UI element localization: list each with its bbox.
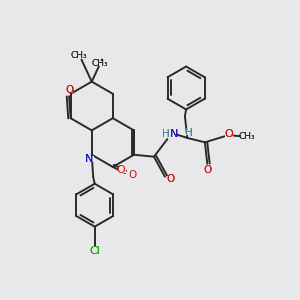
- Text: H: H: [162, 129, 170, 140]
- FancyBboxPatch shape: [85, 156, 94, 162]
- FancyBboxPatch shape: [225, 131, 232, 137]
- Text: N: N: [170, 129, 178, 140]
- Text: N: N: [85, 154, 94, 164]
- FancyBboxPatch shape: [162, 131, 169, 137]
- FancyBboxPatch shape: [118, 167, 126, 173]
- Text: O: O: [65, 85, 73, 95]
- Text: CH₃: CH₃: [238, 132, 255, 141]
- FancyBboxPatch shape: [65, 87, 73, 93]
- Text: H: H: [185, 128, 193, 138]
- Text: CH₃: CH₃: [92, 59, 108, 68]
- FancyBboxPatch shape: [203, 167, 211, 173]
- FancyBboxPatch shape: [94, 61, 105, 66]
- FancyBboxPatch shape: [170, 131, 177, 138]
- Text: O: O: [203, 165, 212, 175]
- Text: O: O: [203, 165, 212, 175]
- Text: H: H: [185, 128, 193, 138]
- Text: N: N: [85, 154, 94, 164]
- Text: O: O: [128, 169, 136, 179]
- Text: Cl: Cl: [89, 246, 100, 256]
- Text: O: O: [167, 174, 175, 184]
- Text: CH₃: CH₃: [238, 132, 255, 141]
- Text: O: O: [116, 165, 125, 175]
- Text: N: N: [170, 129, 178, 140]
- Text: CH₃: CH₃: [71, 51, 87, 60]
- FancyBboxPatch shape: [90, 248, 99, 254]
- FancyBboxPatch shape: [241, 134, 252, 139]
- Text: CH₃: CH₃: [92, 59, 108, 68]
- Text: H: H: [162, 129, 170, 140]
- Text: O: O: [224, 129, 233, 139]
- Text: O: O: [65, 85, 73, 95]
- FancyBboxPatch shape: [185, 130, 192, 135]
- Text: CH₃: CH₃: [71, 51, 87, 60]
- Text: O: O: [167, 174, 175, 184]
- Text: O: O: [224, 129, 233, 139]
- FancyBboxPatch shape: [74, 53, 85, 58]
- FancyBboxPatch shape: [167, 176, 175, 182]
- Text: Cl: Cl: [89, 246, 100, 256]
